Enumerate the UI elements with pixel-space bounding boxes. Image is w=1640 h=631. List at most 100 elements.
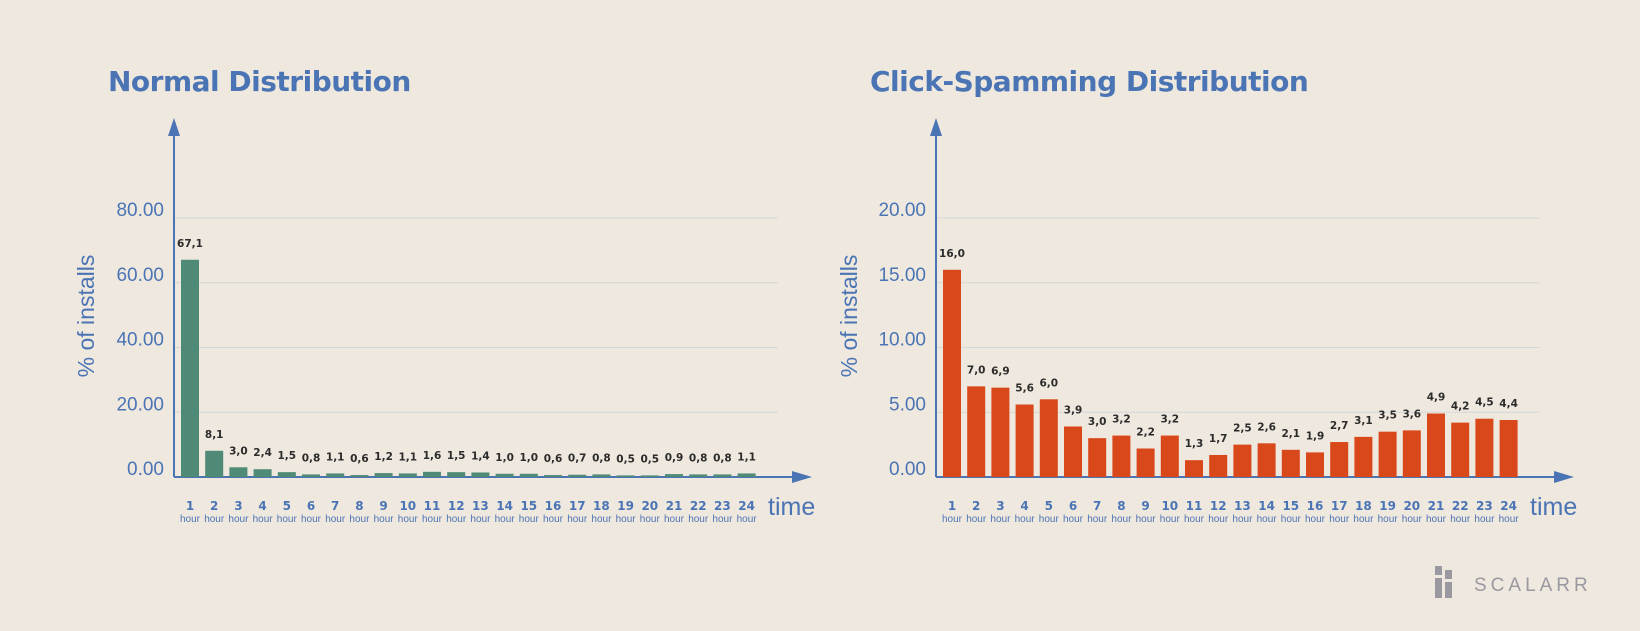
x-tick-label: 23 <box>714 499 731 513</box>
bar <box>568 474 587 477</box>
x-tick-unit: hour <box>374 514 395 525</box>
x-tick-unit: hour <box>616 514 637 525</box>
data-label: 0,8 <box>592 452 611 464</box>
y-tick-label: 5.00 <box>889 394 926 415</box>
x-tick-unit: hour <box>519 514 540 525</box>
data-label: 1,2 <box>374 451 393 463</box>
x-tick-label: 15 <box>520 499 537 513</box>
x-tick-label: 23 <box>1476 499 1493 513</box>
data-label: 0,8 <box>713 452 732 464</box>
data-label: 1,6 <box>423 450 442 462</box>
x-tick-unit: hour <box>180 514 201 525</box>
x-tick-label: 4 <box>1020 499 1028 513</box>
bar <box>1378 431 1397 477</box>
y-axis-label: % of installs <box>73 255 99 378</box>
y-tick-label: 0.00 <box>889 459 926 480</box>
bar <box>374 473 393 477</box>
bar <box>495 473 514 477</box>
data-label: 4,4 <box>1499 398 1518 410</box>
x-tick-label: 19 <box>617 499 634 513</box>
data-label: 0,6 <box>350 453 369 465</box>
bar <box>423 471 441 477</box>
data-label: 4,2 <box>1451 401 1470 413</box>
x-tick-unit: hour <box>422 514 443 525</box>
x-tick-unit: hour <box>204 514 225 525</box>
data-label: 8,1 <box>205 429 224 441</box>
y-tick-label: 60.00 <box>116 265 164 286</box>
x-tick-unit: hour <box>1160 514 1181 525</box>
bar <box>447 472 466 477</box>
data-label: 4,9 <box>1427 392 1446 404</box>
data-label: 2,2 <box>1136 427 1155 439</box>
y-tick-label: 15.00 <box>878 265 926 286</box>
x-tick-unit: hour <box>1257 514 1278 525</box>
bar <box>1354 436 1373 477</box>
y-axis-arrow <box>930 118 942 136</box>
x-tick-unit: hour <box>1426 514 1447 525</box>
chart-title: Normal Distribution <box>108 65 411 98</box>
bar <box>205 450 224 477</box>
x-axis-arrow <box>792 471 812 483</box>
x-tick-label: 20 <box>641 499 658 513</box>
x-tick-unit: hour <box>1402 514 1423 525</box>
bar <box>181 259 199 477</box>
bar <box>1281 449 1300 477</box>
x-tick-label: 7 <box>331 499 339 513</box>
x-tick-unit: hour <box>253 514 274 525</box>
x-tick-unit: hour <box>640 514 661 525</box>
scalarr-logo-text: SCALARR <box>1474 575 1592 596</box>
x-tick-unit: hour <box>1329 514 1350 525</box>
data-label: 3,6 <box>1402 408 1421 420</box>
bar <box>737 473 756 477</box>
x-tick-unit: hour <box>567 514 588 525</box>
x-tick-label: 13 <box>1234 499 1251 513</box>
bar <box>253 469 272 477</box>
data-label: 2,5 <box>1233 423 1252 435</box>
x-tick-label: 3 <box>996 499 1004 513</box>
y-tick-label: 0.00 <box>127 459 164 480</box>
bar <box>1402 430 1421 477</box>
bar <box>665 474 683 477</box>
bar <box>302 474 320 477</box>
x-tick-unit: hour <box>470 514 491 525</box>
data-label: 0,5 <box>640 453 659 465</box>
data-label: 4,5 <box>1475 397 1494 409</box>
x-tick-label: 6 <box>1069 499 1077 513</box>
bar <box>1257 443 1276 477</box>
x-tick-label: 22 <box>1452 499 1469 513</box>
bar <box>1015 404 1034 477</box>
x-tick-label: 8 <box>1117 499 1125 513</box>
x-tick-unit: hour <box>301 514 322 525</box>
data-label: 1,4 <box>471 450 490 462</box>
x-tick-unit: hour <box>1087 514 1108 525</box>
x-tick-label: 10 <box>399 499 416 513</box>
data-label: 5,6 <box>1015 382 1034 394</box>
data-label: 2,1 <box>1281 428 1300 440</box>
x-axis-label: time <box>768 493 815 521</box>
x-tick-unit: hour <box>228 514 249 525</box>
bar <box>1185 460 1203 477</box>
data-label: 1,5 <box>277 450 296 462</box>
x-tick-label: 6 <box>307 499 315 513</box>
x-tick-label: 16 <box>1307 499 1324 513</box>
x-tick-unit: hour <box>1499 514 1520 525</box>
x-tick-label: 14 <box>496 499 513 513</box>
bar <box>1064 426 1082 477</box>
y-tick-label: 20.00 <box>116 394 164 415</box>
chart-title: Click-Spamming Distribution <box>870 65 1308 98</box>
bar <box>689 474 708 477</box>
bar <box>943 269 961 477</box>
data-label: 3,2 <box>1160 414 1179 426</box>
bar <box>1306 452 1324 477</box>
x-tick-unit: hour <box>990 514 1011 525</box>
x-tick-unit: hour <box>966 514 987 525</box>
bar <box>1136 448 1155 477</box>
data-label: 3,0 <box>1088 416 1107 428</box>
x-tick-unit: hour <box>398 514 419 525</box>
x-tick-label: 17 <box>1331 499 1348 513</box>
x-tick-label: 4 <box>258 499 266 513</box>
x-tick-unit: hour <box>1208 514 1229 525</box>
data-label: 1,1 <box>326 451 345 463</box>
data-label: 3,0 <box>229 445 248 457</box>
x-tick-label: 13 <box>472 499 489 513</box>
